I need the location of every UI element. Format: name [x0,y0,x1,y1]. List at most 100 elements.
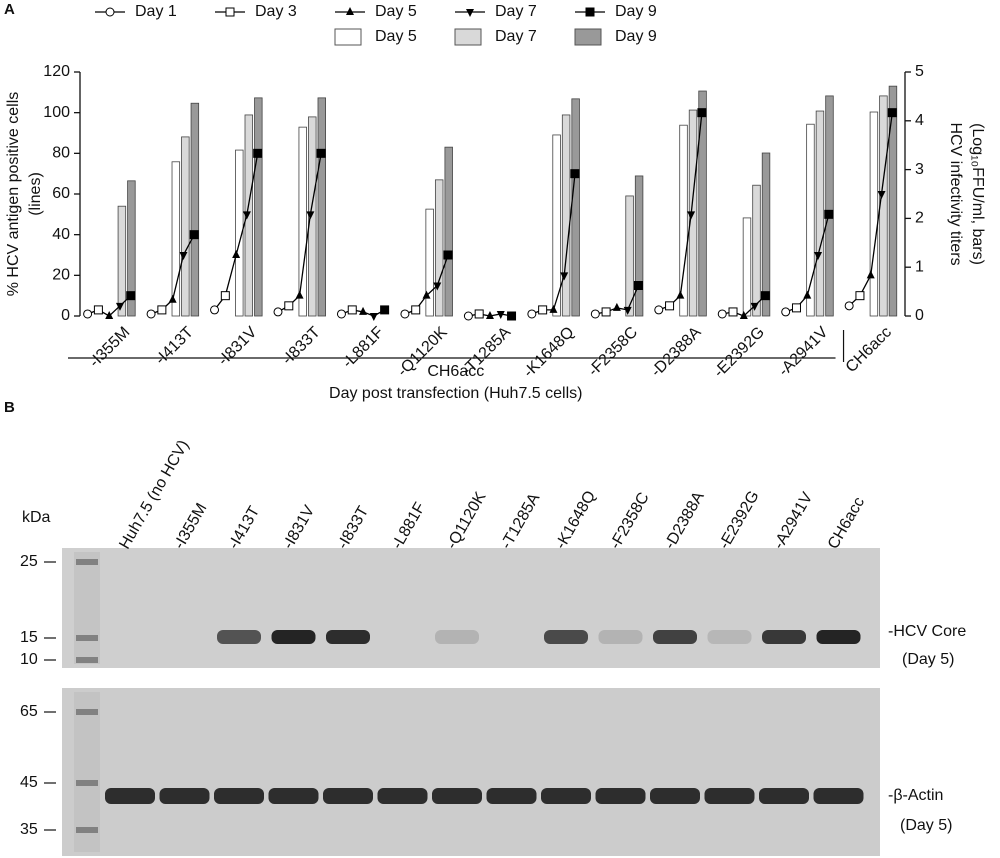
bar [127,180,136,317]
lane-label: -I831V [280,503,318,553]
line-marker [527,309,537,319]
bar [742,217,752,317]
panel-label: A [4,1,15,18]
ladder-band [76,635,98,641]
bar [254,97,263,317]
legend-marker [105,7,115,17]
bar [298,126,307,317]
line-marker [781,307,791,317]
line-marker [612,302,621,311]
line-marker [83,309,93,319]
actin-band [650,788,700,804]
line-marker [105,311,114,319]
line-marker [93,305,103,315]
legend-swatch [454,28,482,46]
line-marker [242,211,251,220]
bar [117,205,127,317]
actin-band [159,788,210,804]
bar [869,111,879,317]
line-marker [433,282,442,291]
core-band [217,630,261,644]
line-marker [750,302,759,311]
band-label: -β-Actin [888,787,943,804]
line-marker [115,302,124,311]
line-marker [400,309,410,319]
y-tick-label: 120 [43,63,70,80]
x-tick-label: CH6acc [843,324,895,376]
band-label: (Day 5) [902,651,954,668]
line-marker [791,303,801,313]
x-tick-label: -L881F [339,324,387,372]
y2-tick-label: 5 [915,63,924,80]
actin-band [541,788,591,804]
line-marker [590,309,600,319]
y2-tick-label: 0 [915,307,924,324]
core-band [271,630,316,644]
legend-label: Day 7 [495,3,537,20]
lane-label: -I355M [171,500,211,552]
bar [425,208,434,317]
kda-marker: 15 [20,629,38,646]
legend-label: Day 3 [255,3,297,20]
legend-label: Day 5 [375,3,417,20]
legend-label: Day 7 [495,28,537,45]
line-marker [463,311,473,321]
line-marker [168,294,177,303]
actin-band [105,788,155,804]
legend-swatch [334,28,362,46]
line-marker [146,309,156,319]
core-band [762,630,806,644]
bar [761,152,771,317]
bar [698,90,707,317]
line-marker [549,304,558,313]
lane-label: -T1285A [498,490,544,552]
actin-band [595,788,646,804]
x-tick-label: -I831V [215,324,261,370]
line-marker [411,305,421,315]
panel-label: B [4,399,15,416]
line-marker [369,313,378,321]
group-label: CH6acc [427,363,484,380]
y2-tick-label: 1 [915,258,924,275]
ladder-band [76,780,98,786]
line-marker [422,290,431,299]
line-marker [739,311,748,319]
line-marker [538,305,548,315]
bar [552,134,561,317]
line-marker [814,252,823,260]
line-marker [623,306,632,315]
ladder [74,692,100,852]
line-marker [359,306,368,315]
legend-label: Day 9 [615,28,657,45]
line-marker [824,209,834,219]
bar [752,184,761,317]
line-marker [717,309,727,319]
bar [434,179,444,317]
x-axis-title: Day post transfection (Huh7.5 cells) [329,385,582,402]
line-marker [697,108,707,118]
core-band [707,630,752,644]
line-marker [866,270,875,279]
y2-tick-label: 4 [915,112,924,129]
line-marker [220,291,230,301]
line-marker [665,301,675,311]
bar [190,102,200,317]
line-marker [273,307,283,317]
legend-marker [585,7,595,17]
actin-band [813,788,864,804]
x-tick-label: -K1648Q [520,324,577,381]
y2-axis-title: HCV infectivity titers [947,122,964,265]
y-tick-label: 40 [52,226,70,243]
blot-lower [62,688,880,856]
x-tick-label: -I355M [86,324,133,371]
legend-label: Day 5 [375,28,417,45]
line-marker [443,250,453,260]
actin-band [323,788,373,804]
line-marker [306,211,315,220]
blot-upper [62,548,880,668]
y2-axis-title: (Log₁₀FFU/ml, bars) [969,123,986,265]
line-marker [687,211,696,220]
line-marker [855,291,865,301]
lane-label: -Q1120K [443,489,489,552]
